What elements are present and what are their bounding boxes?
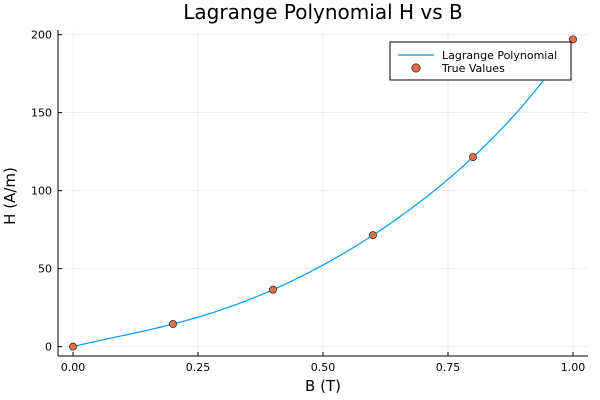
x-tick-label: 0.50	[311, 361, 336, 374]
y-tick-label: 0	[45, 341, 52, 354]
legend-label-lagrange: Lagrange Polynomial	[442, 49, 557, 62]
x-tick-label: 1.00	[561, 361, 586, 374]
tick-labels: 0.00 0.25 0.50 0.75 1.00 0 50 100 150 200	[31, 29, 585, 374]
data-point	[169, 320, 177, 328]
data-point	[369, 231, 377, 240]
chart-title: Lagrange Polynomial H vs B	[183, 0, 462, 24]
series-line-lagrange	[72, 39, 574, 348]
x-tick-label: 0.75	[436, 361, 461, 374]
data-point	[469, 153, 477, 162]
x-axis-label: B (T)	[305, 377, 341, 395]
grid-lines	[58, 30, 588, 356]
legend-label-true-values: True Values	[441, 62, 505, 75]
data-point	[569, 35, 577, 44]
series-layer	[69, 35, 577, 351]
data-point	[69, 342, 77, 351]
legend: Lagrange Polynomial True Values	[389, 41, 572, 81]
y-axis-label: H (A/m)	[1, 167, 19, 225]
x-tick-label: 0.25	[186, 361, 211, 374]
y-tick-label: 100	[31, 185, 52, 198]
data-point	[269, 285, 277, 294]
legend-box	[389, 41, 572, 81]
axes	[57, 30, 588, 357]
y-tick-label: 150	[31, 107, 52, 120]
y-tick-label: 50	[38, 263, 52, 276]
x-tick-label: 0.00	[61, 361, 86, 374]
legend-marker-swatch	[411, 63, 421, 73]
y-tick-label: 200	[31, 29, 52, 42]
